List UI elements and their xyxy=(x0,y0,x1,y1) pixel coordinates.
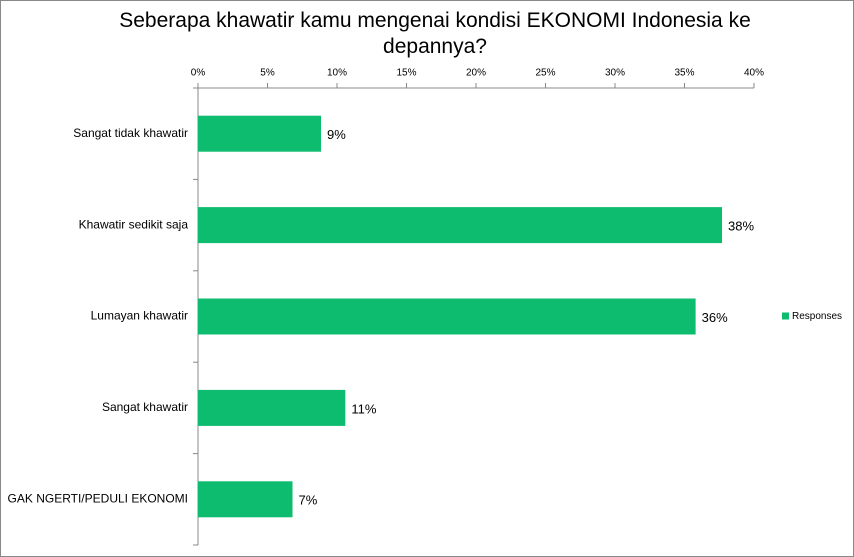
bar xyxy=(198,389,346,426)
y-tick-label: Khawatir sedikit saja xyxy=(79,217,189,231)
bar xyxy=(198,298,696,335)
x-tick-label: 15% xyxy=(396,68,416,79)
chart-title: Seberapa khawatir kamu mengenai kondisi … xyxy=(119,9,751,58)
x-tick-label: 0% xyxy=(191,68,206,79)
y-tick-label: Lumayan khawatir xyxy=(91,309,188,323)
x-tick-label: 20% xyxy=(466,68,486,79)
data-label: 38% xyxy=(728,219,754,234)
data-label: 11% xyxy=(351,401,376,416)
x-tick-label: 40% xyxy=(744,68,764,79)
x-tick-label: 30% xyxy=(605,68,625,79)
legend-label: Responses xyxy=(792,311,842,322)
y-tick-label: Sangat khawatir xyxy=(102,400,188,414)
y-tick-label: GAK NGERTI/PEDULI EKONOMI xyxy=(8,491,188,505)
x-tick-label: 25% xyxy=(535,68,555,79)
bar xyxy=(198,115,322,152)
data-label: 36% xyxy=(702,310,728,325)
bar xyxy=(198,481,293,518)
x-tick-label: 10% xyxy=(327,68,347,79)
data-label: 9% xyxy=(327,127,346,142)
bar xyxy=(198,207,723,244)
data-label: 7% xyxy=(299,493,318,508)
legend-swatch xyxy=(782,312,789,320)
x-tick-label: 35% xyxy=(674,68,694,79)
x-tick-label: 5% xyxy=(260,68,275,79)
y-tick-label: Sangat tidak khawatir xyxy=(73,126,188,140)
